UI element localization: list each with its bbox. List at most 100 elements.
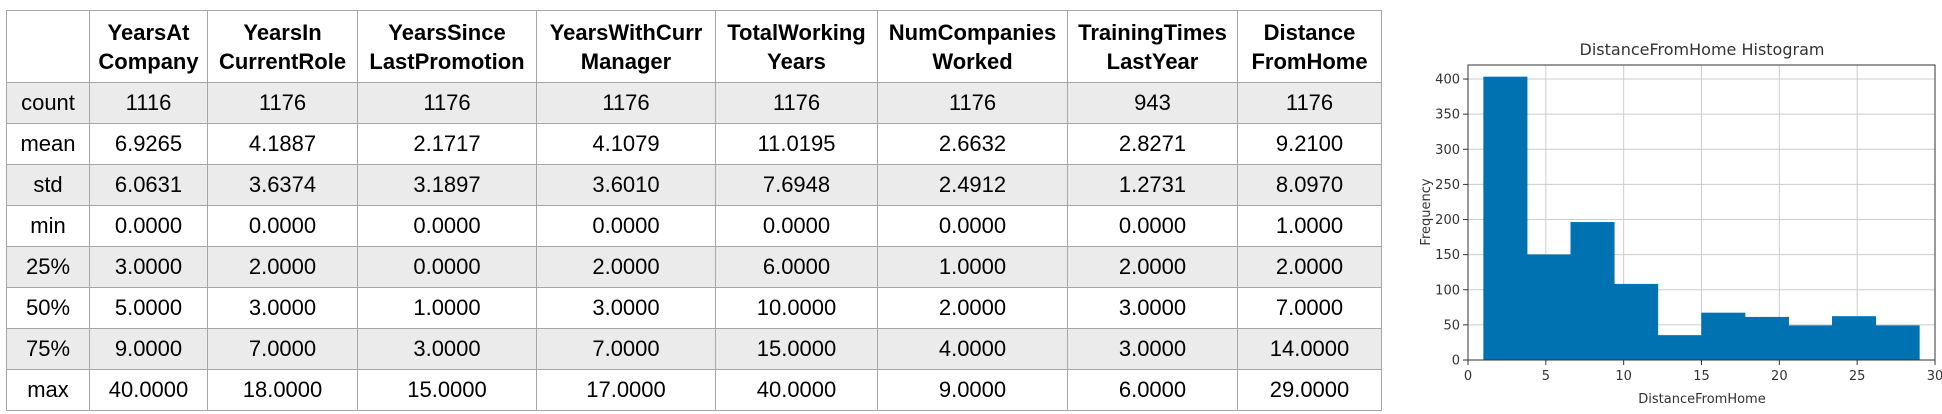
x-tick-label: 0: [1464, 369, 1472, 384]
table-cell: 14.0000: [1237, 328, 1382, 370]
table-cell: 3.0000: [207, 287, 358, 329]
y-tick-label: 350: [1435, 108, 1460, 123]
histogram-bars: [1483, 76, 1920, 361]
y-axis-label: Frequency: [1419, 178, 1434, 245]
table-cell: 0.0000: [357, 246, 537, 288]
histogram-bar: [1832, 316, 1877, 361]
y-tick-label: 200: [1435, 213, 1460, 228]
table-cell: 2.0000: [1237, 246, 1382, 288]
y-tick-label: 0: [1452, 354, 1460, 369]
histogram-bar: [1788, 325, 1833, 361]
table-cell: 0.0000: [89, 205, 208, 247]
table-cell: 10.0000: [715, 287, 878, 329]
column-header: NumCompanies Worked: [877, 10, 1068, 83]
table-cell: 1.2731: [1067, 164, 1238, 206]
table-cell: 1176: [715, 82, 878, 124]
table-cell: 11.0195: [715, 123, 878, 165]
x-tick-label: 25: [1849, 369, 1866, 384]
table-cell: 3.0000: [536, 287, 716, 329]
table-row: 25% 3.0000 2.0000 0.0000 2.0000 6.0000 1.0000 2…: [6, 246, 1382, 288]
table-cell: 1.0000: [1237, 205, 1382, 247]
table-cell: 2.0000: [207, 246, 358, 288]
y-tick-label: 250: [1435, 178, 1460, 193]
x-tick-label: 30: [1927, 369, 1942, 384]
histogram-bar: [1570, 222, 1615, 361]
table-cell: 2.0000: [536, 246, 716, 288]
describe-table: YearsAt Company YearsIn CurrentRole YearsS…: [6, 10, 1382, 411]
y-tick-label: 150: [1435, 248, 1460, 263]
table-cell: 17.0000: [536, 369, 716, 411]
table-row: 75% 9.0000 7.0000 3.0000 7.0000 15.0000 4.0000…: [6, 328, 1382, 370]
table-body: count 1116 1176 1176 1176 1176 1176 943 1176 mean…: [6, 82, 1382, 411]
table-cell: 4.1079: [536, 123, 716, 165]
table-cell: 3.6010: [536, 164, 716, 206]
table-cell: 15.0000: [715, 328, 878, 370]
table-cell: 943: [1067, 82, 1238, 124]
x-tick-label: 20: [1771, 369, 1788, 384]
row-label: min: [6, 205, 90, 247]
table-cell: 40.0000: [89, 369, 208, 411]
table-cell: 15.0000: [357, 369, 537, 411]
x-tick-label: 10: [1615, 369, 1632, 384]
row-label: 75%: [6, 328, 90, 370]
column-header: TotalWorking Years: [715, 10, 878, 83]
x-tick-label: 15: [1693, 369, 1710, 384]
table-cell: 7.0000: [536, 328, 716, 370]
row-label: 50%: [6, 287, 90, 329]
table-cell: 0.0000: [877, 205, 1068, 247]
table-cell: 1176: [1237, 82, 1382, 124]
table-cell: 4.0000: [877, 328, 1068, 370]
table-row: count 1116 1176 1176 1176 1176 1176 943 1176: [6, 82, 1382, 124]
row-label: std: [6, 164, 90, 206]
table-cell: 40.0000: [715, 369, 878, 411]
table-cell: 3.0000: [357, 328, 537, 370]
table-cell: 1176: [207, 82, 358, 124]
table-cell: 6.0000: [715, 246, 878, 288]
table-row: max 40.0000 18.0000 15.0000 17.0000 40.0000 9.…: [6, 369, 1382, 411]
table-cell: 8.0970: [1237, 164, 1382, 206]
table-row: std 6.0631 3.6374 3.1897 3.6010 7.6948 2.4912 1…: [6, 164, 1382, 206]
table-header-row: YearsAt Company YearsIn CurrentRole YearsS…: [6, 10, 1382, 83]
histogram-bar: [1875, 325, 1920, 361]
table-row: 50% 5.0000 3.0000 1.0000 3.0000 10.0000 2.0000…: [6, 287, 1382, 329]
table-cell: 6.0000: [1067, 369, 1238, 411]
table-cell: 2.0000: [877, 287, 1068, 329]
table-cell: 18.0000: [207, 369, 358, 411]
column-header: YearsAt Company: [89, 10, 208, 83]
table-cell: 2.6632: [877, 123, 1068, 165]
y-tick-label: 300: [1435, 143, 1460, 158]
histogram-bar: [1614, 283, 1659, 361]
table-cell: 2.1717: [357, 123, 537, 165]
row-label: mean: [6, 123, 90, 165]
column-header: YearsIn CurrentRole: [207, 10, 358, 83]
table-cell: 0.0000: [715, 205, 878, 247]
row-label: max: [6, 369, 90, 411]
table-cell: 1176: [357, 82, 537, 124]
table-cell: 1.0000: [357, 287, 537, 329]
table-cell: 3.0000: [1067, 328, 1238, 370]
table-row: mean 6.9265 4.1887 2.1717 4.1079 11.0195 2.663…: [6, 123, 1382, 165]
table-cell: 29.0000: [1237, 369, 1382, 411]
table-cell: 4.1887: [207, 123, 358, 165]
y-tick-label: 50: [1443, 318, 1460, 333]
table-cell: 1176: [877, 82, 1068, 124]
table-cell: 6.0631: [89, 164, 208, 206]
x-axis-label: DistanceFromHome: [1638, 392, 1765, 407]
table-cell: 3.0000: [89, 246, 208, 288]
row-label: 25%: [6, 246, 90, 288]
table-cell: 0.0000: [536, 205, 716, 247]
column-header: YearsWithCurr Manager: [536, 10, 716, 83]
y-tick-label: 400: [1435, 73, 1460, 88]
table-cell: 1.0000: [877, 246, 1068, 288]
table-cell: 3.0000: [1067, 287, 1238, 329]
histogram-bar: [1744, 316, 1789, 361]
histogram-bar: [1483, 76, 1528, 361]
row-label: count: [6, 82, 90, 124]
table-cell: 0.0000: [357, 205, 537, 247]
column-header: YearsSince LastPromotion: [357, 10, 537, 83]
table-cell: 2.8271: [1067, 123, 1238, 165]
column-header: TrainingTimes LastYear: [1067, 10, 1238, 83]
table-cell: 1116: [89, 82, 208, 124]
y-tick-label: 100: [1435, 283, 1460, 298]
